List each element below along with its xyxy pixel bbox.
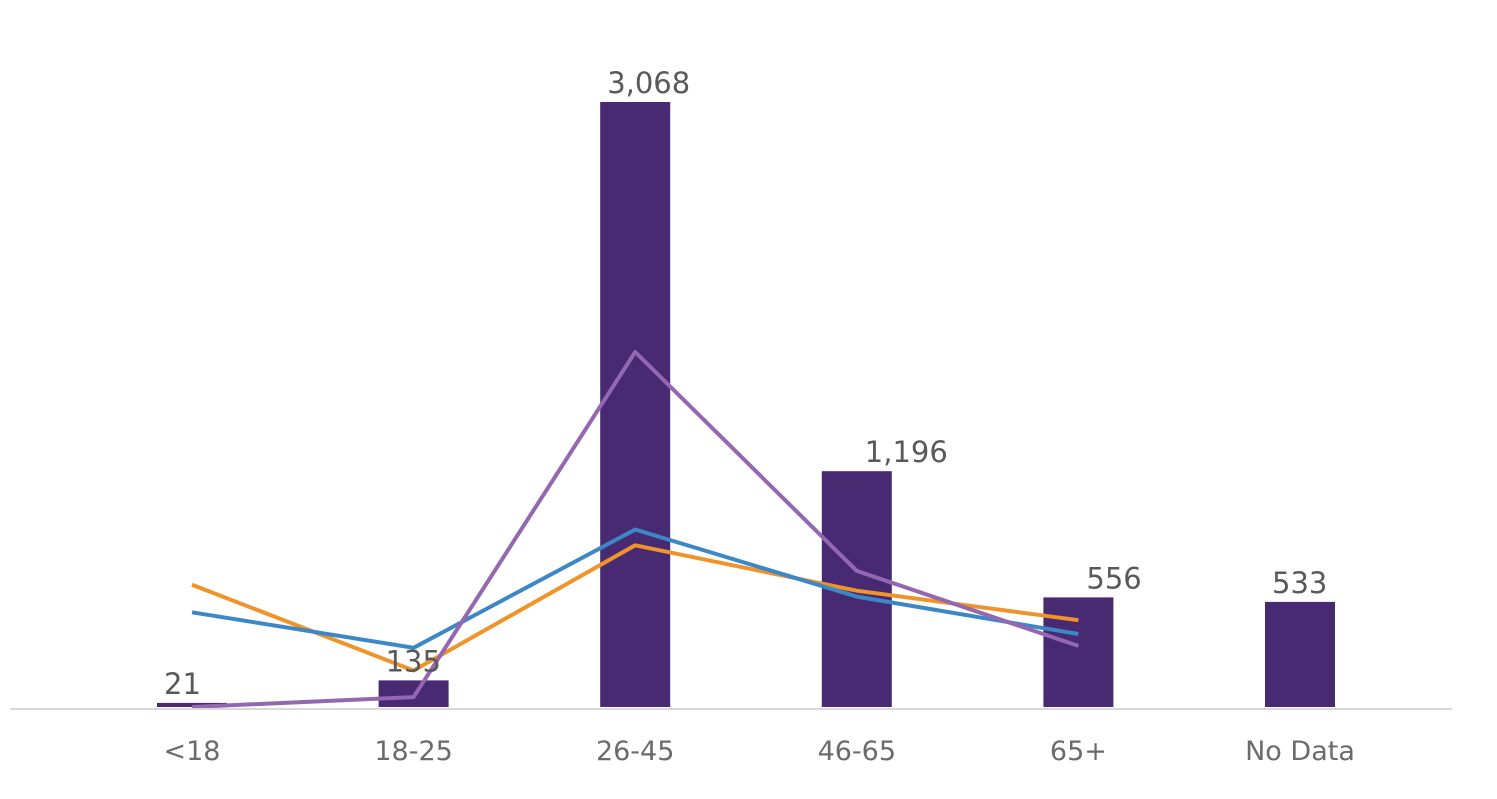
overlay-series-line — [191, 350, 1080, 709]
bars-layer — [157, 102, 1335, 707]
overlay-lines-layer — [191, 350, 1080, 709]
overlay-series-line — [191, 527, 1079, 650]
x-tick-label: 65+ — [1050, 736, 1107, 767]
overlay-series-line — [191, 543, 1079, 673]
bar-value-label: 556 — [1086, 561, 1141, 595]
x-tick-label: 18-25 — [374, 736, 452, 767]
bar-value-label: 1,196 — [865, 435, 948, 469]
x-tick-labels-layer: <18 18-25 26-45 46-65 65+ No Data — [164, 736, 1355, 767]
bar — [157, 702, 227, 707]
value-labels-layer: 21 135 3,068 1,196 556 533 — [164, 66, 1327, 701]
bar-value-label: 3,068 — [607, 66, 690, 100]
bar-value-label: 533 — [1272, 566, 1327, 600]
bar-value-label: 135 — [386, 644, 441, 678]
x-tick-label: <18 — [164, 736, 221, 767]
bar — [1265, 601, 1335, 707]
bar — [600, 102, 671, 707]
x-tick-label: No Data — [1245, 736, 1355, 767]
bar-value-label: 21 — [164, 667, 201, 701]
x-tick-label: 46-65 — [818, 736, 896, 767]
x-tick-label: 26-45 — [596, 736, 674, 767]
bar — [1043, 597, 1114, 707]
